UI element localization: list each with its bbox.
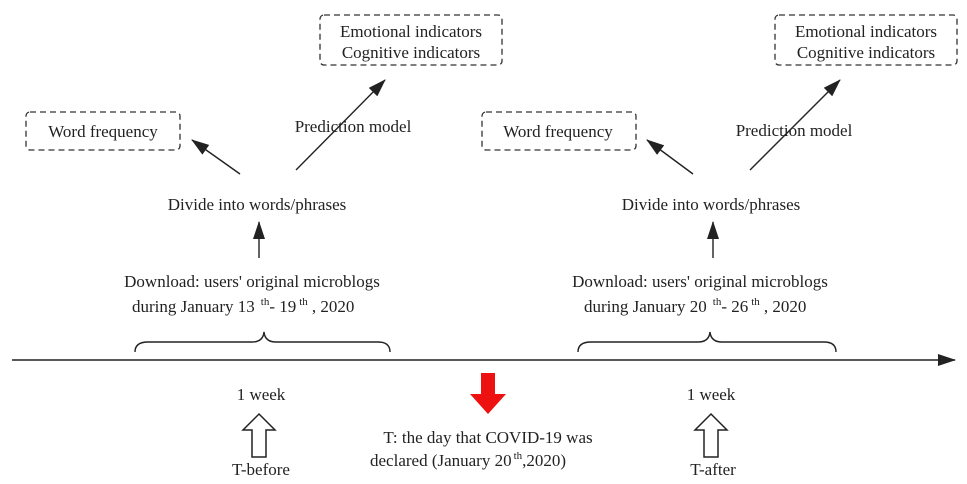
word-frequency-label: Word frequency [48,122,158,141]
t-after-label: T-after [690,460,736,479]
divide-label: Divide into words/phrases [168,195,346,214]
before-group: Word frequency Emotional indicators Cogn… [25,14,503,479]
after-group: Word frequency Emotional indicators Cogn… [481,14,958,479]
indicators-box [319,14,503,66]
cognitive-indicators-label: Cognitive indicators [797,43,935,62]
prediction-model-label: Prediction model [295,117,412,136]
word-frequency-label: Word frequency [503,122,613,141]
arrow-to-indicators [295,79,386,171]
download-line1: Download: users' original microblogs [124,272,380,291]
download-line1: Download: users' original microblogs [572,272,828,291]
cognitive-indicators-label: Cognitive indicators [342,43,480,62]
brace [134,331,391,353]
duration-label: 1 week [687,385,736,404]
event-line2: declared (January 20 th,2020) [370,450,566,470]
arrow-to-word-frequency [646,139,694,175]
brace [577,331,837,353]
event-line1: T: the day that COVID-19 was [383,428,592,447]
emotional-indicators-label: Emotional indicators [795,22,937,41]
word-frequency-box [25,111,181,151]
event-group: T: the day that COVID-19 was declared (J… [370,373,593,470]
t-before-label: T-before [232,460,290,479]
prediction-model-label: Prediction model [736,121,853,140]
arrow-to-word-frequency [191,139,241,175]
arrow-to-indicators [749,79,841,171]
hollow-up-arrow-icon [241,412,277,458]
duration-label: 1 week [237,385,286,404]
word-frequency-box [481,111,637,151]
red-down-arrow-icon [470,373,506,414]
hollow-up-arrow-icon [693,412,729,458]
emotional-indicators-label: Emotional indicators [340,22,482,41]
indicators-box [774,14,958,66]
divide-label: Divide into words/phrases [622,195,800,214]
